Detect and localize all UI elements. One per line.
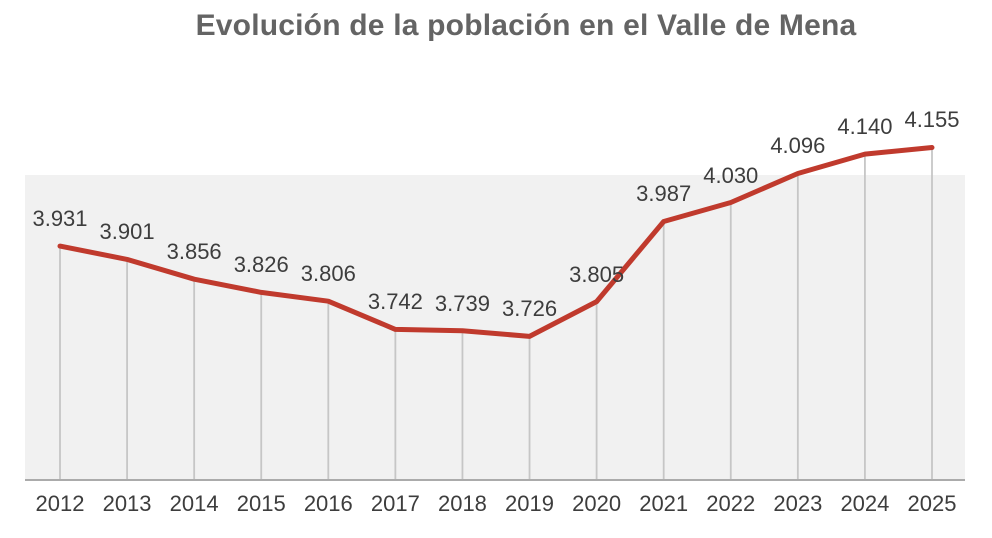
x-axis-tick-label: 2017 [370,491,420,516]
point-value-label: 4.096 [770,133,826,159]
x-axis-tick-label: 2024 [840,491,890,516]
x-axis-tick-label: 2025 [907,491,957,516]
point-value-label: 4.140 [837,114,893,140]
x-axis-tick-label: 2023 [773,491,823,516]
x-axis-tick-label: 2022 [706,491,756,516]
x-axis-tick-label: 2012 [35,491,85,516]
point-value-label: 3.901 [99,219,155,245]
point-value-label: 3.826 [233,252,289,278]
point-value-label: 3.931 [32,206,88,232]
plot-area-background [25,175,965,480]
x-axis-tick-label: 2014 [169,491,219,516]
point-value-label: 3.856 [166,239,222,265]
point-value-label: 4.155 [904,107,960,133]
drop-lines-group [59,147,933,480]
point-value-label: 4.030 [703,162,759,188]
x-axis-tick-label: 2015 [236,491,286,516]
population-line [57,145,935,339]
x-axis-tick-label: 2016 [303,491,353,516]
x-axis-tick-label: 2018 [437,491,487,516]
x-axis-tick-label: 2013 [102,491,152,516]
x-axis-tick-label: 2020 [572,491,622,516]
chart-title: Evolución de la población en el Valle de… [195,9,857,42]
point-value-label: 3.742 [367,289,423,315]
point-value-label: 3.987 [636,181,692,207]
x-axis-tick-label: 2019 [505,491,554,516]
point-value-label: 3.726 [502,296,558,322]
point-value-label: 3.806 [300,261,356,287]
x-axis-tick-label: 2021 [639,491,689,516]
point-value-label: 3.805 [569,261,625,287]
point-value-label: 3.739 [434,290,490,316]
